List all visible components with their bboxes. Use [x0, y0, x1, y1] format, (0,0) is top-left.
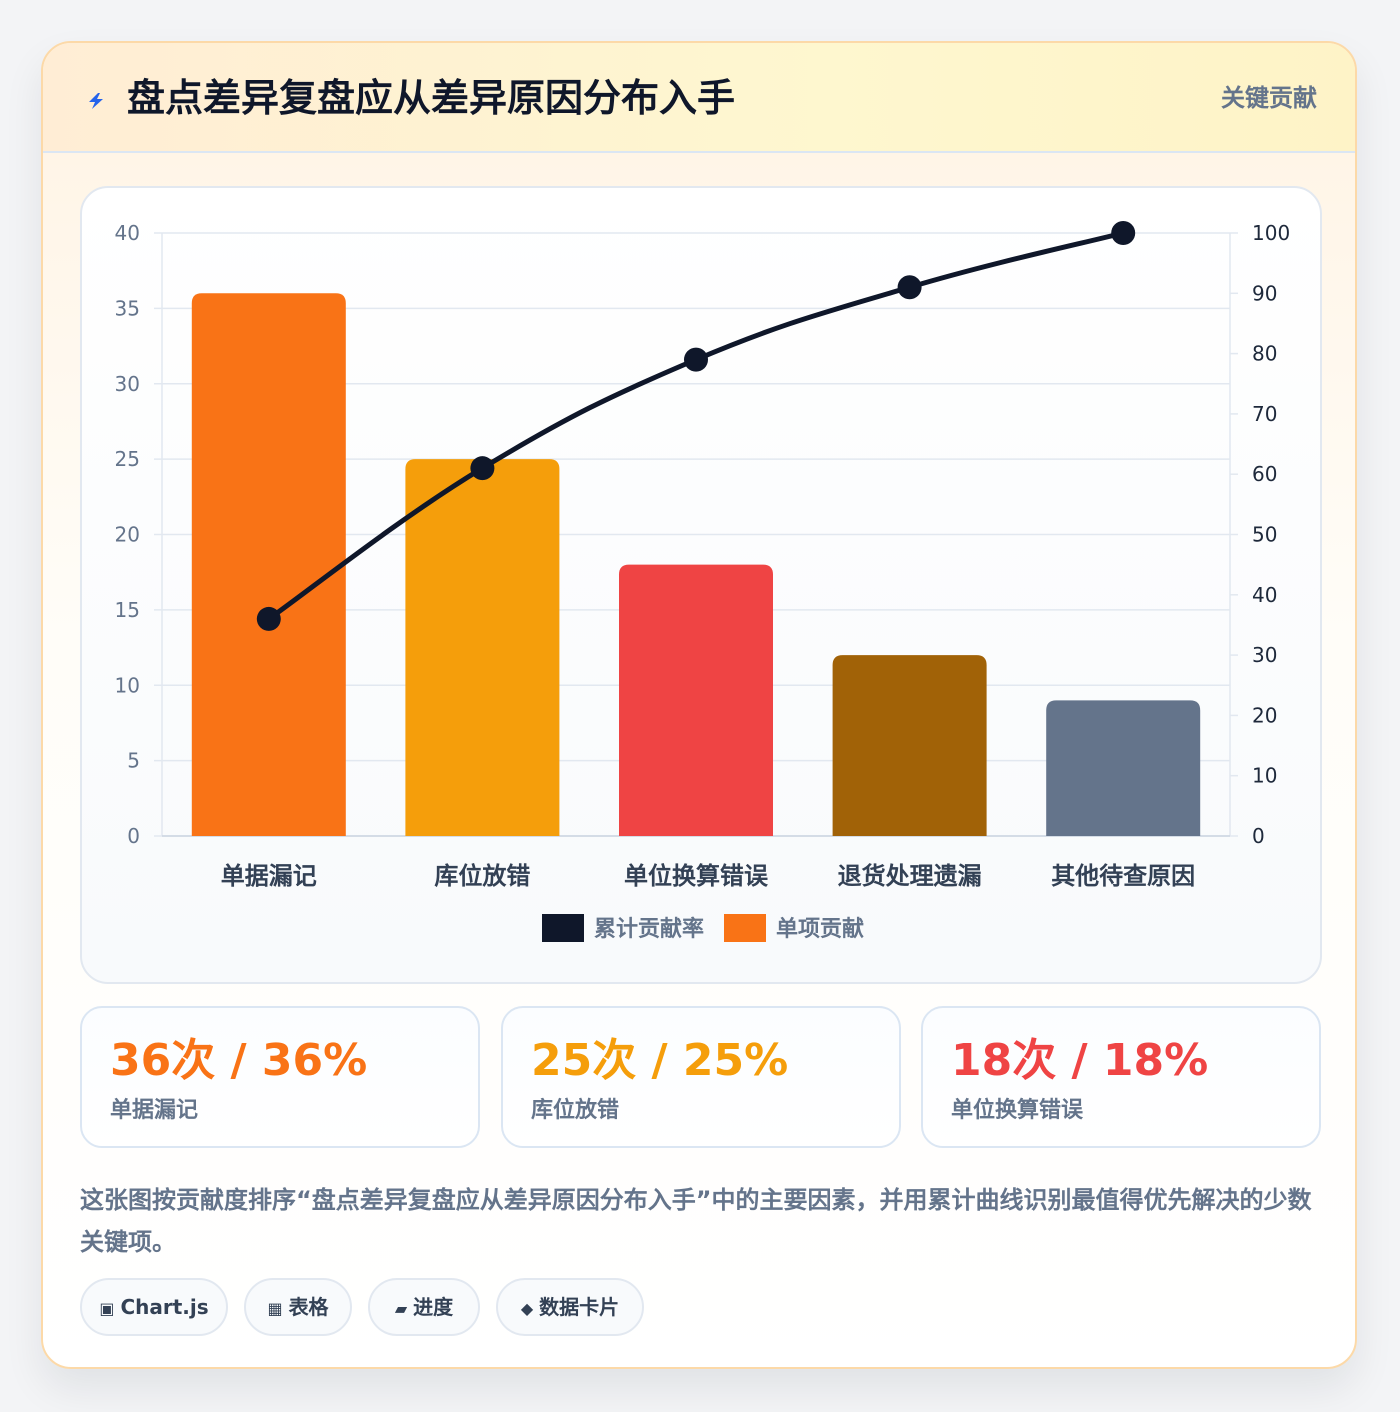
chip-chartjs[interactable]: ▣ Chart.js [80, 1278, 228, 1336]
y-left-tick-label: 40 [115, 221, 140, 245]
stat-label: 单位换算错误 [951, 1098, 1084, 1123]
stat-label: 单据漏记 [110, 1098, 199, 1123]
y-right-tick-label: 0 [1252, 824, 1265, 848]
chip-label: Chart.js [120, 1295, 209, 1319]
y-right-tick-label: 90 [1252, 281, 1277, 305]
x-tick-label: 退货处理遗漏 [838, 862, 982, 890]
stat-card-3: 18次 / 18% 单位换算错误 [921, 1006, 1321, 1148]
bar-1 [191, 293, 346, 836]
chart-icon: ▣ [99, 1299, 115, 1318]
x-tick-label: 库位放错 [434, 862, 530, 890]
stat-value: 18次 / 18% [951, 1035, 1209, 1086]
stat-card-2: 25次 / 25% 库位放错 [501, 1006, 901, 1148]
stat-value: 36次 / 36% [110, 1035, 368, 1086]
chip-progress[interactable]: ▰ 进度 [368, 1278, 480, 1336]
chart-description: 这张图按贡献度排序“盘点差异复盘应从差异原因分布入手”中的主要因素，并用累计曲线… [80, 1186, 1312, 1256]
bar-4 [832, 655, 987, 836]
y-right-tick-label: 100 [1252, 221, 1290, 245]
cumulative-point-1 [256, 606, 281, 631]
report-card: 盘点差异复盘应从差异原因分布入手 关键贡献 0 5 10 15 20 25 30 35 40 0 1… [41, 41, 1357, 1369]
chip-label: 进度 [413, 1295, 454, 1319]
cumulative-point-5 [1111, 221, 1136, 245]
x-tick-label: 单据漏记 [221, 862, 317, 890]
page-title: 盘点差异复盘应从差异原因分布入手 [127, 76, 736, 120]
cumulative-point-3 [684, 347, 708, 372]
y-left-tick-label: 0 [127, 824, 140, 848]
lightning-icon [89, 93, 103, 109]
chip-data-card[interactable]: ◆ 数据卡片 [496, 1278, 644, 1336]
legend-swatch [542, 914, 584, 942]
y-right-tick-label: 50 [1252, 523, 1277, 547]
stat-value: 25次 / 25% [531, 1035, 789, 1086]
y-right-tick-label: 40 [1252, 583, 1277, 607]
x-tick-label: 其他待查原因 [1051, 862, 1195, 890]
card-icon: ◆ [520, 1299, 534, 1318]
bar-3 [619, 564, 773, 836]
y-right-tick-label: 60 [1252, 462, 1277, 486]
y-left-tick-label: 35 [115, 296, 140, 320]
card-header: 盘点差异复盘应从差异原因分布入手 关键贡献 [43, 43, 1355, 153]
bar-5 [1046, 700, 1201, 836]
y-right-tick-label: 10 [1252, 764, 1277, 788]
progress-icon: ▰ [394, 1299, 408, 1318]
y-left-tick-label: 5 [127, 749, 140, 773]
table-icon: ▦ [267, 1299, 283, 1318]
y-left-tick-label: 30 [115, 372, 140, 396]
y-right-tick-label: 70 [1252, 402, 1277, 426]
cumulative-line [266, 230, 1126, 622]
y-right-tick-label: 80 [1252, 342, 1277, 366]
y-left-tick-label: 15 [115, 598, 140, 622]
bar-2 [405, 459, 560, 836]
chip-table[interactable]: ▦ 表格 [244, 1278, 352, 1336]
legend-swatch [724, 914, 766, 942]
legend-label: 单项贡献 [776, 916, 864, 942]
pareto-chart-panel: 0 5 10 15 20 25 30 35 40 0 10 20 30 40 50 60 70 80 90 100 单据… [80, 186, 1322, 984]
key-contribution-badge: 关键贡献 [1221, 84, 1317, 112]
chip-label: 数据卡片 [539, 1295, 620, 1319]
y-left-tick-label: 10 [115, 673, 140, 697]
chip-label: 表格 [288, 1295, 329, 1319]
y-left-tick-label: 20 [115, 523, 140, 547]
pareto-chart: 0 5 10 15 20 25 30 35 40 0 10 20 30 40 50 60 70 80 90 100 单据… [115, 221, 1290, 942]
cumulative-point-4 [897, 275, 922, 300]
x-tick-label: 单位换算错误 [624, 862, 769, 890]
stat-label: 库位放错 [531, 1098, 620, 1123]
legend-label: 累计贡献率 [594, 916, 704, 942]
cumulative-point-2 [470, 456, 495, 481]
stat-card-1: 36次 / 36% 单据漏记 [80, 1006, 480, 1148]
y-left-tick-label: 25 [115, 447, 140, 471]
y-right-tick-label: 30 [1252, 643, 1277, 667]
y-right-tick-label: 20 [1252, 703, 1277, 727]
